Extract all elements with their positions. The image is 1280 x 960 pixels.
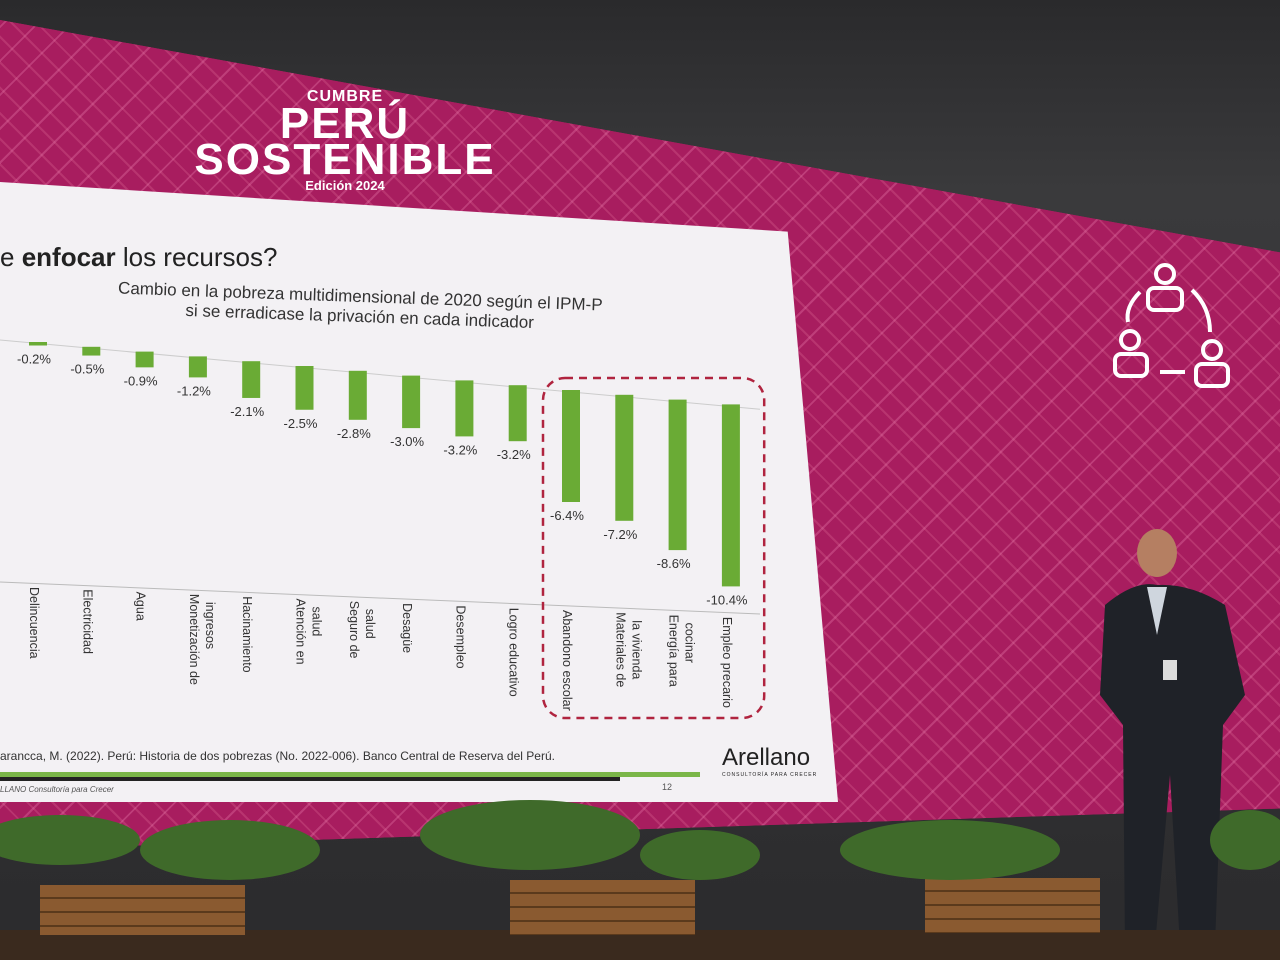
category-label: Energía para cocinar: [667, 615, 697, 687]
stage-floor: [0, 930, 1280, 960]
plants: [0, 800, 1280, 880]
bar: [615, 394, 634, 521]
presentation-slide: e enfocar los recursos? Cambio en la pob…: [0, 182, 838, 802]
category-label: Agua: [134, 592, 148, 621]
speaker-person: [1100, 529, 1245, 945]
category-label: Abandono escolar: [560, 610, 574, 711]
axis-line: [0, 339, 761, 410]
category-label: Electricidad: [80, 589, 94, 654]
highlight-box: [541, 376, 766, 720]
category-label: Atención en salud: [294, 599, 324, 665]
data-label: -0.5%: [70, 362, 104, 377]
bar: [508, 385, 527, 442]
category-label: Materiales de la vivienda: [613, 612, 643, 687]
logo-line: Edición 2024: [305, 178, 385, 193]
logo-line: CUMBRE: [306, 88, 384, 105]
category-label: Desagüe: [400, 603, 414, 653]
data-label: -0.9%: [124, 373, 158, 388]
category-label: Empleo precario: [720, 617, 734, 708]
planter-box: [925, 878, 1100, 933]
data-label: -0.2%: [17, 352, 51, 367]
category-label: Delincuencia: [27, 587, 41, 659]
bar: [402, 375, 421, 429]
brand-tagline: CONSULTORÍA PARA CRECER: [722, 772, 818, 778]
footer-band: [0, 772, 700, 777]
heading-rest: los recursos?: [115, 242, 278, 272]
bar: [82, 346, 101, 356]
data-label: -1.2%: [177, 383, 211, 398]
logo-line: SOSTENIBLE: [194, 135, 496, 184]
brand-logo: Arellano CONSULTORÍA PARA CRECER: [722, 744, 817, 778]
planter-box: [510, 880, 695, 935]
data-label: -2.1%: [230, 404, 264, 419]
data-label: -8.6%: [657, 556, 691, 571]
bar: [29, 342, 47, 346]
bar: [295, 366, 314, 410]
data-label: -6.4%: [550, 508, 584, 523]
bar: [455, 380, 474, 437]
logo-line: PERÚ: [279, 99, 411, 148]
people-cycle-icon: [1113, 263, 1230, 388]
slide-footer: LLANO Consultoría para Crecer: [0, 785, 114, 794]
category-label: Desempleo: [453, 605, 467, 668]
heading-bold: enfocar: [21, 242, 116, 272]
data-label: -10.4%: [706, 592, 748, 607]
bar: [188, 356, 207, 378]
bar: [242, 361, 261, 398]
data-label: -3.2%: [443, 442, 477, 457]
category-label: Logro educativo: [507, 608, 521, 697]
data-label: -3.2%: [497, 447, 531, 462]
category-axis: [0, 581, 761, 615]
slide-heading: e enfocar los recursos?: [0, 242, 277, 273]
bar-chart: -0.2% Delincuencia -0.5% Electricidad -0.9% A…: [0, 339, 766, 720]
data-label: -2.5%: [284, 416, 318, 431]
bar: [721, 404, 740, 587]
bar: [562, 390, 580, 502]
event-logo: CUMBRE PERÚ SOSTENIBLE Edición 2024: [180, 88, 510, 193]
category-label: Hacinamiento: [240, 596, 254, 672]
brand-name: Arellano: [722, 744, 811, 771]
category-label: Seguro de salud: [347, 601, 377, 659]
planter-box: [40, 885, 245, 935]
category-label: Monetización de ingresos: [187, 594, 217, 685]
bar: [135, 351, 154, 368]
page-number: 12: [662, 782, 673, 792]
heading-prefix: e: [0, 242, 22, 272]
data-label: -2.8%: [337, 426, 371, 441]
footer-band-dark: [0, 777, 620, 781]
bar: [348, 370, 367, 420]
bar: [668, 399, 687, 551]
source-citation: arancca, M. (2022). Perú: Historia de do…: [0, 749, 555, 763]
data-label: -7.2%: [603, 527, 637, 542]
data-label: -3.0%: [390, 434, 424, 449]
